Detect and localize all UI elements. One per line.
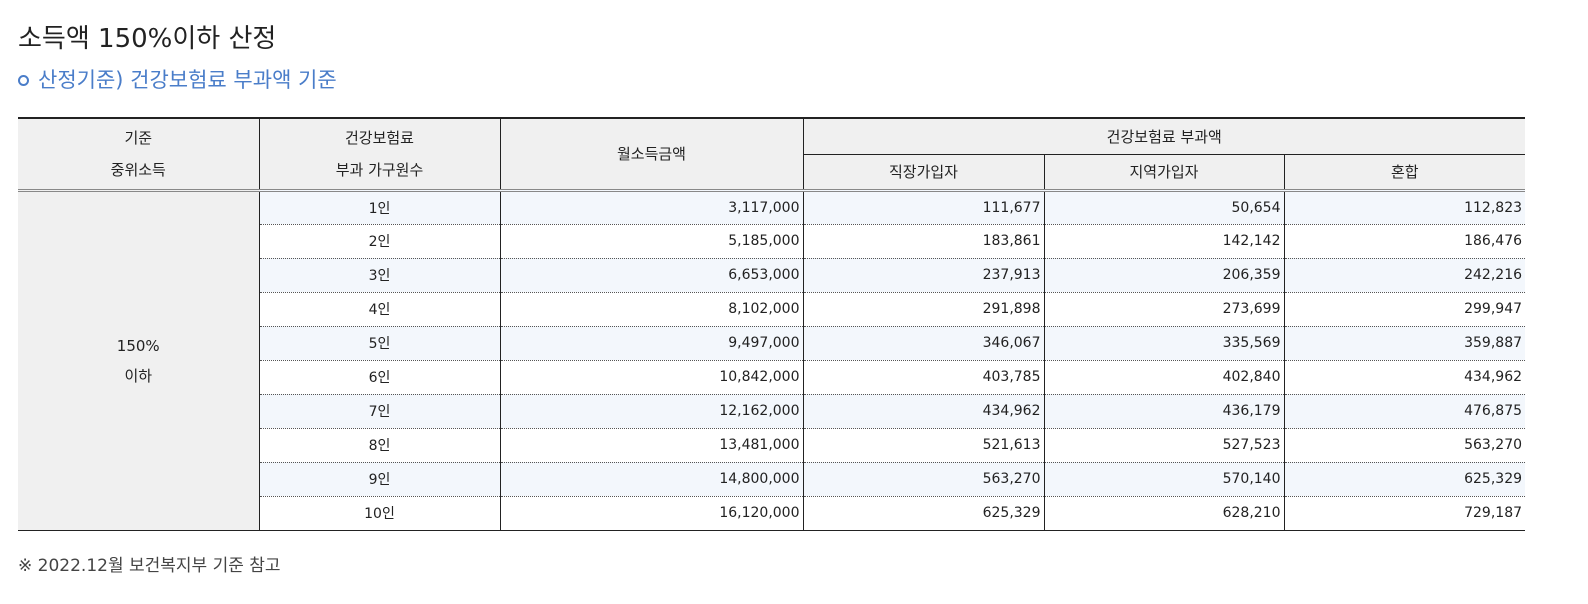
table-row: 4인 8,102,000 291,898 273,699 299,947 — [18, 292, 1526, 327]
header-median-income: 기준 중위소득 — [18, 118, 260, 192]
header-employee: 직장가입자 — [802, 154, 1045, 192]
table-row: 10인 16,120,000 625,329 628,210 729,187 — [18, 496, 1526, 531]
merged-line2: 이하 — [124, 366, 153, 385]
header-household-count-line2: 부과 가구원수 — [335, 160, 424, 179]
mixed-premium-cell: 112,823 — [1283, 190, 1526, 225]
header-household-count: 건강보험료 부과 가구원수 — [258, 118, 501, 192]
merged-line1: 150% — [116, 336, 160, 355]
employee-premium-cell: 625,329 — [802, 496, 1045, 531]
mixed-premium-cell: 299,947 — [1283, 292, 1526, 327]
table-row: 6인 10,842,000 403,785 402,840 434,962 — [18, 360, 1526, 395]
household-count-cell: 3인 — [258, 258, 501, 293]
regional-premium-cell: 570,140 — [1043, 462, 1285, 497]
merged-median-cell: 150% 이하 — [18, 190, 260, 531]
employee-premium-cell: 403,785 — [802, 360, 1045, 395]
monthly-income-cell: 13,481,000 — [499, 428, 804, 463]
subtitle-text: 산정기준) 건강보험료 부과액 기준 — [38, 68, 337, 92]
regional-premium-cell: 527,523 — [1043, 428, 1285, 463]
mixed-premium-cell: 359,887 — [1283, 326, 1526, 361]
household-count-cell: 10인 — [258, 496, 501, 531]
monthly-income-cell: 5,185,000 — [499, 224, 804, 259]
household-count-cell: 5인 — [258, 326, 501, 361]
table-row: 8인 13,481,000 521,613 527,523 563,270 — [18, 428, 1526, 463]
household-count-cell: 9인 — [258, 462, 501, 497]
header-regional: 지역가입자 — [1043, 154, 1285, 192]
header-premium-group: 건강보험료 부과액 — [802, 118, 1526, 155]
table-row: 7인 12,162,000 434,962 436,179 476,875 — [18, 394, 1526, 429]
household-count-cell: 8인 — [258, 428, 501, 463]
monthly-income-cell: 14,800,000 — [499, 462, 804, 497]
subtitle: 산정기준) 건강보험료 부과액 기준 — [18, 64, 337, 94]
header-monthly-income: 월소득금액 — [499, 118, 804, 192]
regional-premium-cell: 402,840 — [1043, 360, 1285, 395]
employee-premium-cell: 111,677 — [802, 190, 1045, 225]
header-mixed: 혼합 — [1283, 154, 1526, 192]
employee-premium-cell: 346,067 — [802, 326, 1045, 361]
employee-premium-cell: 563,270 — [802, 462, 1045, 497]
header-household-count-line1: 건강보험료 — [344, 128, 414, 147]
table-row: 150% 이하 1인 3,117,000 111,677 50,654 112,823 — [18, 190, 1526, 531]
household-count-cell: 4인 — [258, 292, 501, 327]
mixed-premium-cell: 729,187 — [1283, 496, 1526, 531]
regional-premium-cell: 50,654 — [1043, 190, 1285, 225]
monthly-income-cell: 10,842,000 — [499, 360, 804, 395]
monthly-income-cell: 12,162,000 — [499, 394, 804, 429]
employee-premium-cell: 521,613 — [802, 428, 1045, 463]
table-row: 9인 14,800,000 563,270 570,140 625,329 — [18, 462, 1526, 497]
regional-premium-cell: 142,142 — [1043, 224, 1285, 259]
regional-premium-cell: 206,359 — [1043, 258, 1285, 293]
mixed-premium-cell: 242,216 — [1283, 258, 1526, 293]
employee-premium-cell: 183,861 — [802, 224, 1045, 259]
header-median-income-line2: 중위소득 — [110, 160, 166, 179]
table-row: 3인 6,653,000 237,913 206,359 242,216 — [18, 258, 1526, 293]
mixed-premium-cell: 563,270 — [1283, 428, 1526, 463]
header-median-income-line1: 기준 — [124, 128, 153, 147]
mixed-premium-cell: 476,875 — [1283, 394, 1526, 429]
regional-premium-cell: 628,210 — [1043, 496, 1285, 531]
monthly-income-cell: 6,653,000 — [499, 258, 804, 293]
table-body: 150% 이하 1인 3,117,000 111,677 50,654 112,823 2인 5… — [18, 190, 1526, 531]
employee-premium-cell: 291,898 — [802, 292, 1045, 327]
table-row: 2인 5,185,000 183,861 142,142 186,476 — [18, 224, 1526, 259]
mixed-premium-cell: 434,962 — [1283, 360, 1526, 395]
regional-premium-cell: 335,569 — [1043, 326, 1285, 361]
table-row: 5인 9,497,000 346,067 335,569 359,887 — [18, 326, 1526, 361]
employee-premium-cell: 237,913 — [802, 258, 1045, 293]
page-title: 소득액 150%이하 산정 — [18, 24, 277, 54]
monthly-income-cell: 9,497,000 — [499, 326, 804, 361]
household-count-cell: 1인 — [258, 190, 501, 225]
regional-premium-cell: 436,179 — [1043, 394, 1285, 429]
circle-bullet-icon — [18, 74, 29, 86]
footnote: ※ 2022.12월 보건복지부 기준 참고 — [18, 556, 281, 576]
monthly-income-cell: 16,120,000 — [499, 496, 804, 531]
mixed-premium-cell: 186,476 — [1283, 224, 1526, 259]
mixed-premium-cell: 625,329 — [1283, 462, 1526, 497]
household-count-cell: 6인 — [258, 360, 501, 395]
regional-premium-cell: 273,699 — [1043, 292, 1285, 327]
monthly-income-cell: 8,102,000 — [499, 292, 804, 327]
household-count-cell: 7인 — [258, 394, 501, 429]
household-count-cell: 2인 — [258, 224, 501, 259]
income-table: 기준 중위소득 건강보험료 부과 가구원수 월소득금액 건강보험료 부과액 직장… — [18, 117, 1526, 531]
employee-premium-cell: 434,962 — [802, 394, 1045, 429]
monthly-income-cell: 3,117,000 — [499, 190, 804, 225]
